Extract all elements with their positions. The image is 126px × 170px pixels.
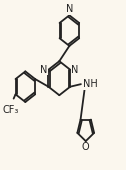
Text: CF₃: CF₃: [2, 105, 19, 115]
Text: N: N: [66, 4, 73, 14]
Text: O: O: [82, 142, 90, 152]
Text: N: N: [71, 65, 79, 75]
Text: N: N: [40, 65, 47, 75]
Text: NH: NH: [83, 79, 98, 89]
